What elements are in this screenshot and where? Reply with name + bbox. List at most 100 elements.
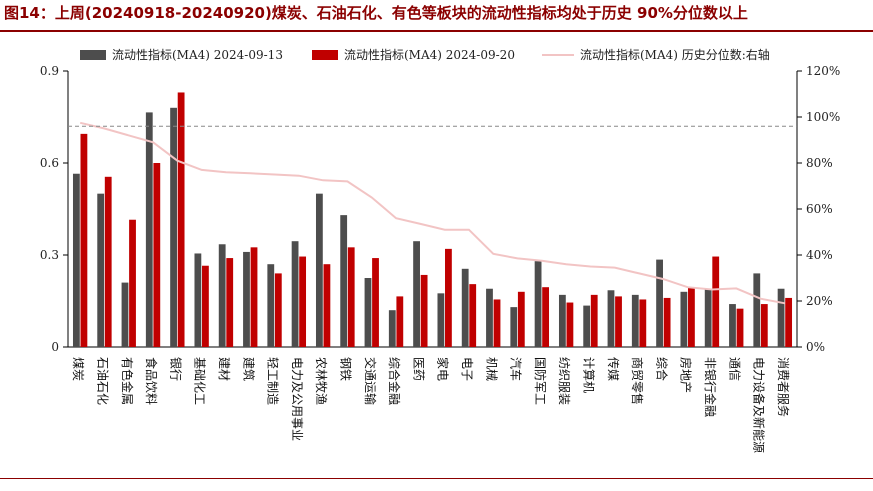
bar-series-b (785, 297, 793, 347)
left-tick-label: 0 (51, 340, 59, 354)
x-category-label: 钢铁 (338, 357, 352, 381)
bar-series-b (420, 274, 428, 347)
x-category-label: 轻工制造 (266, 357, 280, 405)
bar-series-a (461, 268, 469, 347)
right-tick-label: 100% (806, 110, 840, 124)
x-category-label: 电力及公用事业 (290, 357, 304, 441)
bar-series-b (396, 296, 404, 347)
x-category-label: 房地产 (679, 357, 694, 393)
bar-series-b (299, 256, 307, 347)
x-category-label: 国防军工 (533, 357, 548, 405)
x-category-label: 农林牧渔 (314, 357, 328, 405)
bar-series-a (777, 288, 785, 347)
bar-series-b (153, 163, 161, 347)
right-tick-label: 120% (806, 64, 840, 78)
bar-series-a (364, 278, 372, 347)
bar-series-b (347, 247, 355, 347)
x-category-label: 电力设备及新能源 (752, 357, 767, 453)
x-category-label: 机械 (484, 357, 499, 381)
right-tick-label: 0% (806, 340, 825, 354)
bar-series-a (510, 307, 518, 347)
bar-series-b (566, 302, 574, 347)
bar-series-b (226, 258, 234, 347)
bar-series-b (517, 291, 525, 347)
bar-series-a (291, 241, 299, 347)
x-category-label: 建材 (217, 357, 231, 381)
bar-series-b (104, 176, 112, 347)
bar-series-a (486, 288, 493, 347)
right-tick-label: 60% (806, 202, 833, 216)
bar-series-a (97, 193, 105, 347)
x-category-label: 建筑 (241, 357, 256, 381)
bar-series-a (558, 294, 566, 347)
bar-series-a (534, 261, 542, 347)
bar-series-b (250, 247, 258, 347)
x-category-label: 家电 (436, 357, 451, 381)
x-category-label: 综合 (654, 357, 669, 381)
bar-series-b (80, 133, 88, 347)
left-tick-label: 0.3 (40, 248, 59, 262)
bar-series-a (218, 244, 226, 347)
x-category-label: 煤炭 (71, 357, 85, 381)
x-category-label: 交通运输 (363, 357, 378, 405)
bar-series-a (388, 310, 396, 347)
right-tick-label: 80% (806, 156, 833, 170)
legend-label-series-b: 流动性指标(MA4) 2024-09-20 (344, 48, 515, 62)
bar-series-b (688, 287, 695, 347)
x-category-label: 消费者服务 (776, 357, 791, 417)
x-category-label: 计算机 (581, 357, 596, 393)
x-category-label: 通信 (727, 357, 741, 381)
x-category-label: 纺织服装 (557, 357, 571, 405)
legend-label-series-c: 流动性指标(MA4) 历史分位数:右轴 (580, 48, 770, 62)
bar-series-a (583, 305, 591, 347)
left-tick-label: 0.9 (40, 64, 59, 78)
bar-series-b (663, 297, 671, 347)
legend-swatch-series-a (80, 50, 106, 60)
legend-line-series-c (542, 54, 574, 56)
x-category-label: 食品饮料 (144, 357, 159, 405)
x-category-label: 石油石化 (95, 357, 109, 405)
bar-series-b (760, 304, 768, 347)
left-tick-label: 0.6 (40, 156, 59, 170)
bar-series-b (177, 92, 185, 347)
bar-series-a (315, 193, 323, 347)
bar-series-a (340, 215, 348, 347)
bar-series-a (704, 288, 712, 347)
x-category-label: 银行 (168, 357, 182, 381)
x-category-label: 电子 (460, 357, 474, 381)
bar-series-a (194, 253, 202, 347)
bar-series-b (542, 287, 550, 347)
bar-series-b (615, 296, 622, 347)
bar-series-b (590, 294, 598, 347)
right-tick-label: 20% (806, 294, 833, 308)
bar-series-a (753, 273, 761, 347)
x-category-label: 商贸零售 (630, 357, 645, 405)
right-tick-label: 40% (806, 248, 833, 262)
bar-series-a (631, 294, 639, 347)
bar-series-b (493, 299, 501, 347)
bar-series-a (145, 112, 153, 348)
bar-series-a (413, 241, 420, 347)
bar-series-a (656, 259, 663, 347)
bar-series-b (129, 219, 136, 347)
bar-series-a (72, 173, 80, 347)
bar-series-b (445, 248, 452, 347)
x-category-label: 基础化工 (193, 357, 207, 405)
bar-series-a (121, 282, 129, 347)
bar-series-a (243, 251, 250, 347)
x-category-label: 传媒 (606, 357, 621, 381)
x-category-label: 有色金属 (120, 357, 135, 405)
bar-series-a (607, 290, 615, 347)
legend-swatch-series-b (312, 50, 338, 60)
bar-series-a (729, 304, 736, 347)
bar-series-a (680, 291, 688, 347)
bottom-rule (0, 478, 873, 479)
bar-series-a (437, 293, 445, 347)
bar-series-b (469, 284, 477, 347)
bar-series-b (639, 299, 647, 347)
bar-series-b (712, 256, 720, 347)
title-underline (0, 30, 873, 32)
legend-label-series-a: 流动性指标(MA4) 2024-09-13 (112, 48, 283, 62)
bar-series-a (170, 107, 177, 347)
